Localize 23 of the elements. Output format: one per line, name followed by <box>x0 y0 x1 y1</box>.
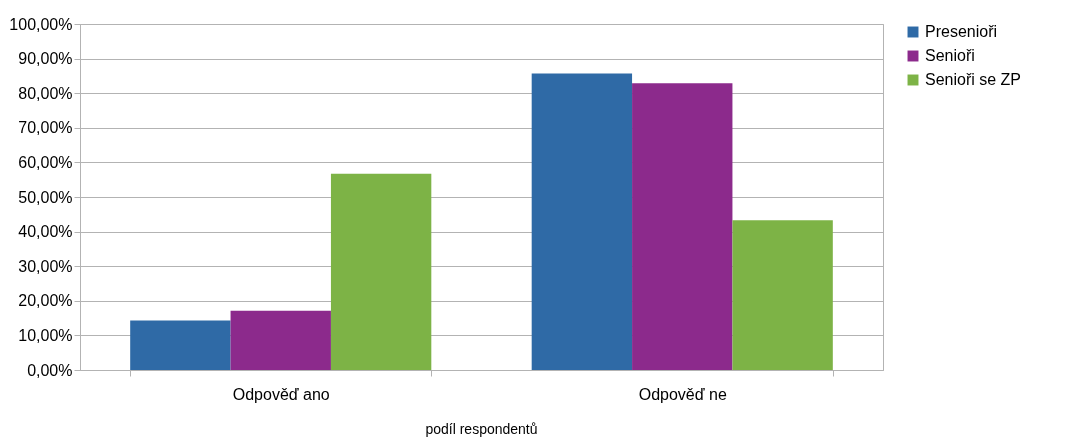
legend-label: Senioři <box>925 47 975 64</box>
x-tick-label: Odpověď ne <box>638 385 727 403</box>
bar <box>732 220 833 370</box>
y-tick-label: 0,00% <box>27 361 73 379</box>
y-tick-label: 50,00% <box>18 188 73 206</box>
y-tick-label: 100,00% <box>9 15 73 33</box>
legend-label: Presenioři <box>925 23 998 40</box>
bar <box>632 83 733 370</box>
y-tick-label: 40,00% <box>18 223 73 241</box>
x-tick-label: Odpověď ano <box>232 385 330 403</box>
bar <box>230 310 331 370</box>
y-tick-label: 20,00% <box>18 292 73 310</box>
legend-label: Senioři se ZP <box>925 71 1022 88</box>
bar <box>531 73 633 370</box>
y-tick-label: 30,00% <box>18 257 73 275</box>
y-tick-label: 70,00% <box>18 119 73 137</box>
y-tick-label: 60,00% <box>18 153 73 171</box>
bar <box>330 173 432 370</box>
y-tick-label: 90,00% <box>18 50 73 68</box>
y-tick-label: 10,00% <box>18 326 73 344</box>
bar <box>130 320 231 370</box>
x-axis-title: podíl respondentů <box>425 420 538 437</box>
y-tick-label: 80,00% <box>18 84 73 102</box>
